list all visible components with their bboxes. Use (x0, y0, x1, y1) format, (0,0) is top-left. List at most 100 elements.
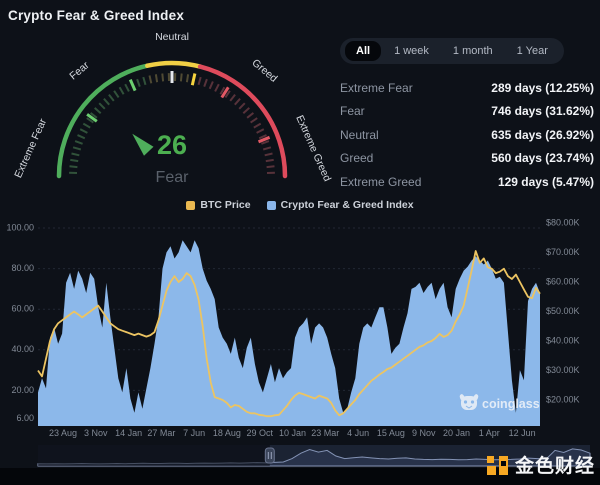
left-axis-tick: 40.00 (11, 344, 34, 354)
navigator-handle[interactable] (264, 447, 275, 464)
legend-item-btc-price[interactable]: BTC Price (186, 199, 251, 211)
gauge-accent-tick (220, 86, 230, 99)
page-title: Crypto Fear & Greed Index (8, 8, 185, 23)
x-axis-tick: 29 Oct (246, 428, 273, 438)
bottom-bar (0, 468, 600, 485)
gauge-accent-tick (257, 135, 271, 144)
stat-row-neutral: Neutral 635 days (26.92%) (340, 123, 594, 147)
gauge-accent-tick (128, 79, 137, 92)
gauge-tick (94, 107, 102, 114)
gauge-value: 26 (157, 130, 187, 160)
gauge-tick (246, 112, 255, 119)
gauge-tick (197, 76, 202, 86)
gauge-tick (262, 146, 272, 151)
gauge-tick (72, 146, 82, 151)
gauge-tick (266, 165, 275, 169)
gauge-tick (98, 102, 106, 110)
chart-navigator[interactable] (0, 442, 600, 468)
right-axis-tick: $30.00K (546, 365, 580, 375)
gauge-arc (145, 60, 203, 69)
stat-row-extreme-fear: Extreme Fear 289 days (12.25%) (340, 76, 594, 100)
stat-label: Greed (340, 151, 374, 166)
stats-list: Extreme Fear 289 days (12.25%) Fear 746 … (340, 76, 594, 194)
right-axis-tick: $40.00K (546, 335, 580, 345)
left-axis-tick: 100.00 (6, 222, 34, 232)
x-axis-tick: 7 Jun (183, 428, 205, 438)
gauge-tick (219, 86, 226, 95)
x-axis-tick: 3 Nov (84, 428, 108, 438)
gauge-tick (250, 117, 258, 124)
stat-label: Fear (340, 104, 365, 119)
x-axis-tick: 12 Jun (509, 428, 536, 438)
gauge-tick (265, 158, 274, 163)
right-axis-tick: $60.00K (546, 276, 580, 286)
gauge-tick (148, 75, 153, 84)
stat-row-fear: Fear 746 days (31.62%) (340, 100, 594, 124)
right-axis-tick: $80.00K (546, 217, 580, 227)
chart-legend: BTC Price Crypto Fear & Greed Index (0, 199, 600, 211)
gauge-tick (79, 128, 88, 134)
x-axis-tick: 15 Aug (377, 428, 405, 438)
x-axis-tick: 27 Mar (147, 428, 175, 438)
tab-1-month[interactable]: 1 month (452, 45, 493, 57)
gauge-tick (229, 93, 236, 102)
x-axis-tick: 9 Nov (412, 428, 436, 438)
tab-all[interactable]: All (345, 41, 382, 61)
gauge-dial-label: Extreme Greed (293, 113, 333, 183)
btc-price-line (37, 250, 541, 418)
tab-1-week[interactable]: 1 week (394, 45, 429, 57)
gauge-tick (103, 98, 110, 106)
tab-1-year[interactable]: 1 Year (516, 45, 548, 57)
gauge-tick (77, 134, 86, 140)
gauge-svg: 26 Fear Extreme Fear Fear Neutral Greed Extrem… (12, 31, 333, 186)
coinglass-watermark: coinglass (459, 394, 540, 411)
gauge-tick (208, 81, 214, 90)
gauge-value-label: Fear (156, 169, 190, 186)
gauge-dial-label: Fear (67, 59, 92, 82)
stat-label: Extreme Greed (340, 174, 422, 189)
gauge-tick (89, 112, 98, 119)
gauge-tick (264, 152, 273, 157)
gauge-dial-label: Extreme Fear (12, 116, 49, 179)
legend-item-fear-greed[interactable]: Crypto Fear & Greed Index (266, 199, 414, 211)
gauge-tick (253, 122, 262, 129)
gauge-tick (142, 76, 147, 86)
gauge-accent-tick (86, 113, 98, 123)
jinse-watermark: 金色财经 (486, 451, 595, 478)
gauge-tick (203, 78, 208, 87)
gauge-tick (69, 165, 78, 169)
jinse-watermark-text: 金色财经 (514, 456, 595, 477)
gauge-tick (113, 90, 120, 98)
gauge-tick (82, 122, 91, 129)
gauge-tick (224, 90, 231, 98)
gauge-arc (56, 63, 150, 179)
gauge-tick (234, 98, 241, 106)
x-axis-tick: 18 Aug (213, 428, 241, 438)
gauge-tick (86, 117, 94, 124)
x-axis-tick: 1 Apr (479, 428, 500, 438)
x-axis-tick: 20 Jan (443, 428, 470, 438)
gauge-tick (136, 78, 141, 87)
gauge-tick (214, 83, 220, 92)
x-axis-tick: 23 Aug (49, 428, 77, 438)
gauge-tick (70, 158, 79, 163)
gauge-tick (179, 73, 183, 82)
stat-label: Neutral (340, 127, 379, 142)
x-axis-tick: 23 Mar (311, 428, 339, 438)
x-axis-tick: 4 Jun (347, 428, 369, 438)
gauge-tick (258, 134, 267, 140)
gauge-tick (118, 86, 125, 95)
gauge-tick (238, 102, 246, 110)
left-axis-tick: 80.00 (11, 263, 34, 273)
stat-value: 560 days (23.74%) (491, 151, 594, 166)
stat-value: 635 days (26.92%) (491, 127, 594, 142)
right-axis-tick: $20.00K (546, 394, 580, 404)
coinglass-owl-icon (459, 394, 479, 410)
left-axis-tick: 20.00 (11, 385, 34, 395)
fear-greed-area (38, 240, 540, 426)
navigator-selected-region[interactable] (269, 445, 590, 466)
main-chart[interactable]: 100.00 80.00 60.00 40.00 20.00 6.00 $80.00K $70… (0, 214, 600, 442)
navigator-unselected-region[interactable] (38, 445, 270, 466)
x-axis-tick: 10 Jan (279, 428, 306, 438)
fear-greed-swatch-icon (266, 200, 276, 210)
